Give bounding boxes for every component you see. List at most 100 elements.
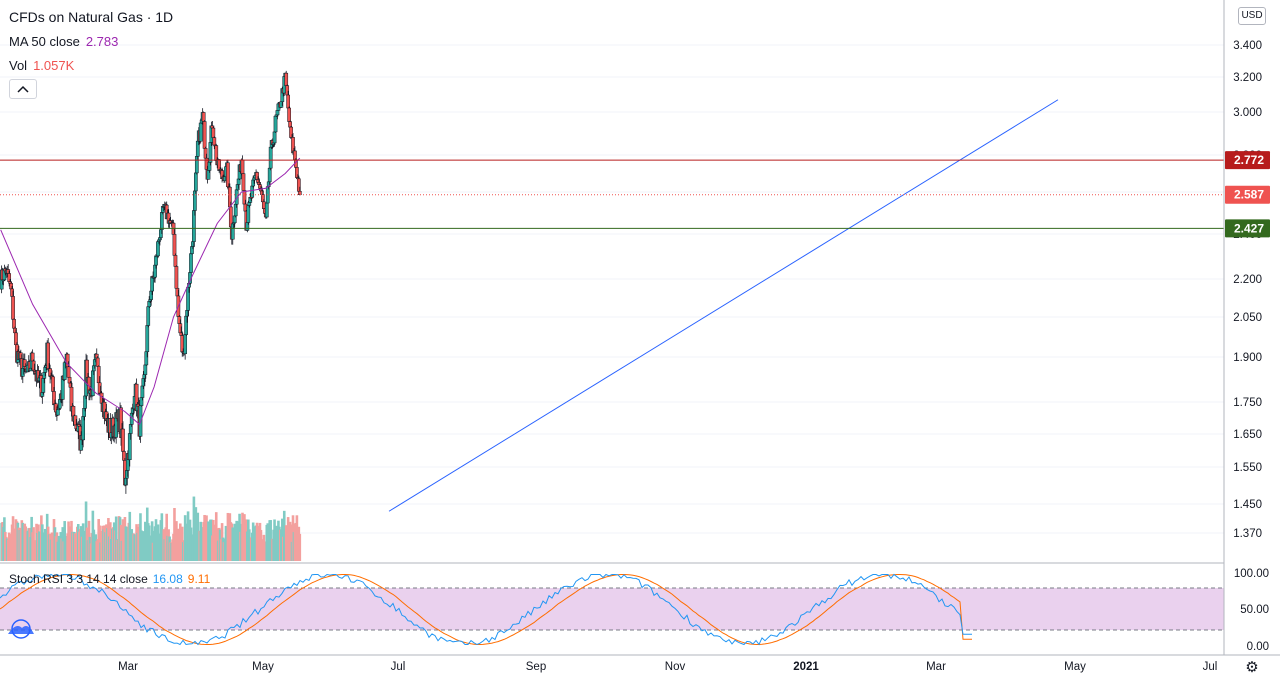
price-tick-label: 3.400: [1233, 40, 1262, 52]
candle-body: [56, 409, 60, 416]
chevron-up-icon: [17, 85, 29, 93]
support-badge: [1225, 219, 1270, 238]
candle-body: [264, 202, 269, 218]
candle-body: [247, 202, 252, 206]
candle-body: [193, 172, 198, 192]
candle-body: [272, 131, 277, 144]
price-tick-label: 1.650: [1233, 429, 1262, 441]
trendline[interactable]: [388, 99, 1059, 512]
candle-body: [211, 127, 216, 138]
candle-body: [189, 253, 193, 273]
stoch-d-value: 9.11: [187, 572, 211, 586]
resistance-badge-label: 2.772: [1234, 153, 1264, 167]
ma-legend[interactable]: MA 50 close 2.783: [9, 34, 118, 50]
volume-bar: [150, 521, 154, 561]
chart-title: CFDs on Natural Gas · 1D: [9, 9, 173, 25]
stoch-d-line: [0, 574, 972, 645]
price-tick-label: 1.750: [1233, 397, 1262, 409]
stoch-k-value: 16.08: [152, 572, 183, 586]
candle-body: [146, 306, 151, 326]
candle-body: [143, 364, 148, 375]
candle-body: [268, 146, 273, 169]
volume-bar: [243, 514, 246, 561]
price-axis[interactable]: 3.4003.2003.0002.8002.6002.4002.2002.050…: [1233, 40, 1262, 540]
time-tick-label: May: [252, 661, 274, 673]
candle-body: [121, 428, 125, 452]
legend-collapse-button[interactable]: [9, 79, 37, 99]
candle-body: [11, 296, 15, 320]
ma-legend-value: 2.783: [85, 34, 119, 49]
ma-legend-label: MA 50 close: [9, 34, 80, 49]
stoch-k-line: [0, 573, 972, 646]
resistance-badge: [1225, 151, 1270, 170]
candle-body: [246, 205, 251, 223]
time-axis[interactable]: Mar May Jul Sep Nov 2021 Mar May Jul: [118, 661, 1217, 673]
time-tick-label: May: [1064, 661, 1086, 673]
candle-body: [198, 122, 203, 142]
stoch-legend-label: Stoch RSI 3 3 14 14 close: [9, 572, 148, 586]
candle-body: [183, 334, 188, 355]
volume-bar: [282, 510, 286, 561]
candle-body: [212, 137, 217, 146]
candle-body: [159, 212, 164, 230]
stoch-tick-label: 50.00: [1240, 604, 1269, 616]
candle-body: [286, 94, 290, 109]
candle-body: [173, 255, 178, 267]
volume-bar: [114, 516, 118, 561]
stoch-tick-label: 100.00: [1234, 568, 1269, 580]
time-tick-label: Mar: [926, 661, 946, 673]
candle-body: [154, 255, 158, 266]
price-tick-label: 2.050: [1233, 312, 1262, 324]
ma50-line: [0, 157, 301, 426]
price-tick-label: 3.200: [1233, 72, 1262, 84]
stoch-axis[interactable]: 100.00 50.00 0.00: [1234, 568, 1269, 653]
candle-body: [226, 162, 230, 188]
time-tick-label: Mar: [118, 661, 138, 673]
time-tick-label: Jul: [1203, 661, 1218, 673]
stoch-tick-label: 0.00: [1247, 641, 1269, 653]
price-tick-label: 3.000: [1233, 107, 1262, 119]
price-badges: 2.772 2.587 2.427: [1225, 151, 1270, 238]
time-tick-label: Jul: [391, 661, 406, 673]
price-tick-label: 2.200: [1233, 274, 1262, 286]
candle-body: [297, 190, 302, 195]
price-tick-label: 1.550: [1233, 462, 1262, 474]
candle-body: [174, 266, 179, 289]
candle-body: [241, 173, 246, 191]
candle-body: [275, 110, 280, 116]
volume-bars: [0, 496, 302, 561]
gear-icon[interactable]: ⚙: [1245, 659, 1259, 676]
candle-body: [150, 276, 154, 292]
volume-bar: [295, 515, 299, 561]
time-tick-label: 2021: [793, 661, 819, 673]
stoch-band: [0, 588, 1224, 630]
last_price-badge-label: 2.587: [1234, 188, 1264, 202]
candle-body: [202, 121, 207, 149]
candle-body: [250, 185, 255, 198]
candle-body: [273, 115, 278, 133]
candle-body: [145, 325, 150, 352]
stoch-legend[interactable]: Stoch RSI 3 3 14 14 close 16.08 9.11: [9, 572, 210, 586]
time-tick-label: Sep: [526, 661, 546, 673]
vol-legend-label: Vol: [9, 58, 28, 73]
vol-legend-value: 1.057K: [33, 58, 75, 73]
volume-bar: [179, 523, 182, 561]
symbol-title: CFDs on Natural Gas · 1D: [9, 9, 174, 25]
currency-button[interactable]: USD: [1238, 7, 1266, 25]
candle-body: [284, 72, 289, 86]
price-tick-label: 1.450: [1233, 499, 1262, 511]
candle-body: [95, 357, 100, 367]
grid: [0, 44, 1224, 534]
tradingview-logo-icon: [6, 618, 36, 640]
support-badge-label: 2.427: [1234, 221, 1264, 235]
candle-body: [193, 190, 197, 211]
price-tick-label: 1.370: [1233, 528, 1262, 540]
candlesticks: [0, 70, 302, 494]
candle-body: [66, 366, 71, 378]
candle-body: [201, 112, 206, 122]
volume-legend[interactable]: Vol 1.057K: [9, 58, 74, 74]
time-tick-label: Nov: [665, 661, 686, 673]
last_price-badge: [1225, 185, 1270, 204]
candle-body: [172, 234, 177, 256]
